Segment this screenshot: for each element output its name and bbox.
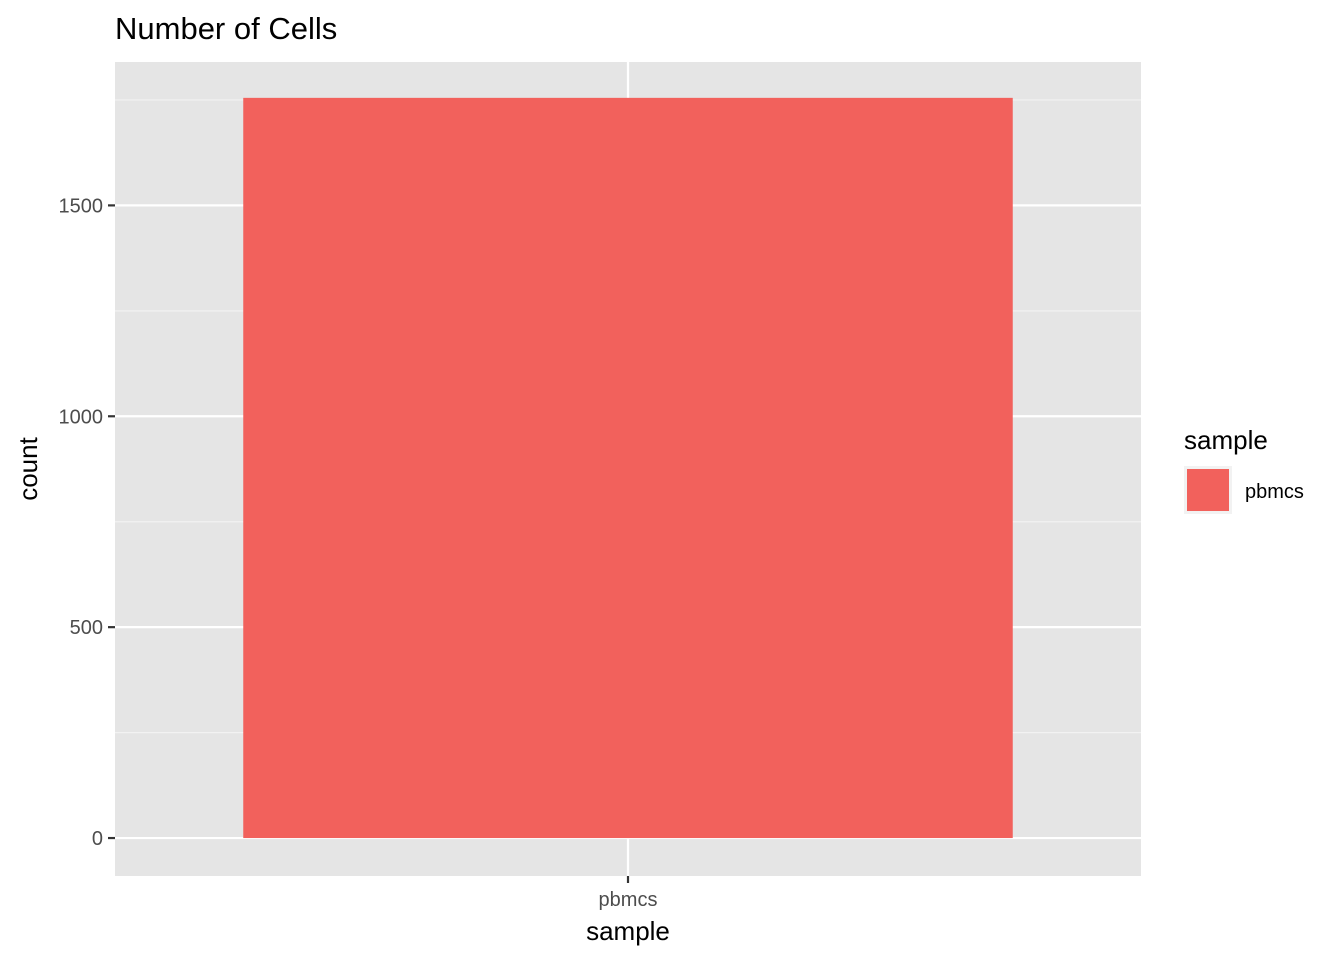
chart-title: Number of Cells [115, 11, 337, 46]
legend-title: sample [1184, 425, 1268, 455]
x-tick-label: pbmcs [599, 889, 658, 911]
y-tick-label: 1500 [59, 195, 104, 217]
y-tick-label: 1000 [59, 406, 104, 428]
legend-key-pbmcs [1187, 469, 1229, 511]
legend-label-pbmcs: pbmcs [1245, 481, 1304, 503]
x-axis-title: sample [586, 916, 670, 946]
bar-pbmcs [243, 97, 1013, 839]
y-axis-ticks: 0 500 1000 1500 [59, 195, 115, 850]
y-tick-label: 500 [70, 617, 103, 639]
y-tick-label: 0 [92, 828, 103, 850]
legend: sample pbmcs [1184, 425, 1304, 514]
x-axis-ticks: pbmcs [599, 876, 658, 911]
y-axis-title: count [13, 436, 43, 500]
bars [243, 97, 1013, 839]
